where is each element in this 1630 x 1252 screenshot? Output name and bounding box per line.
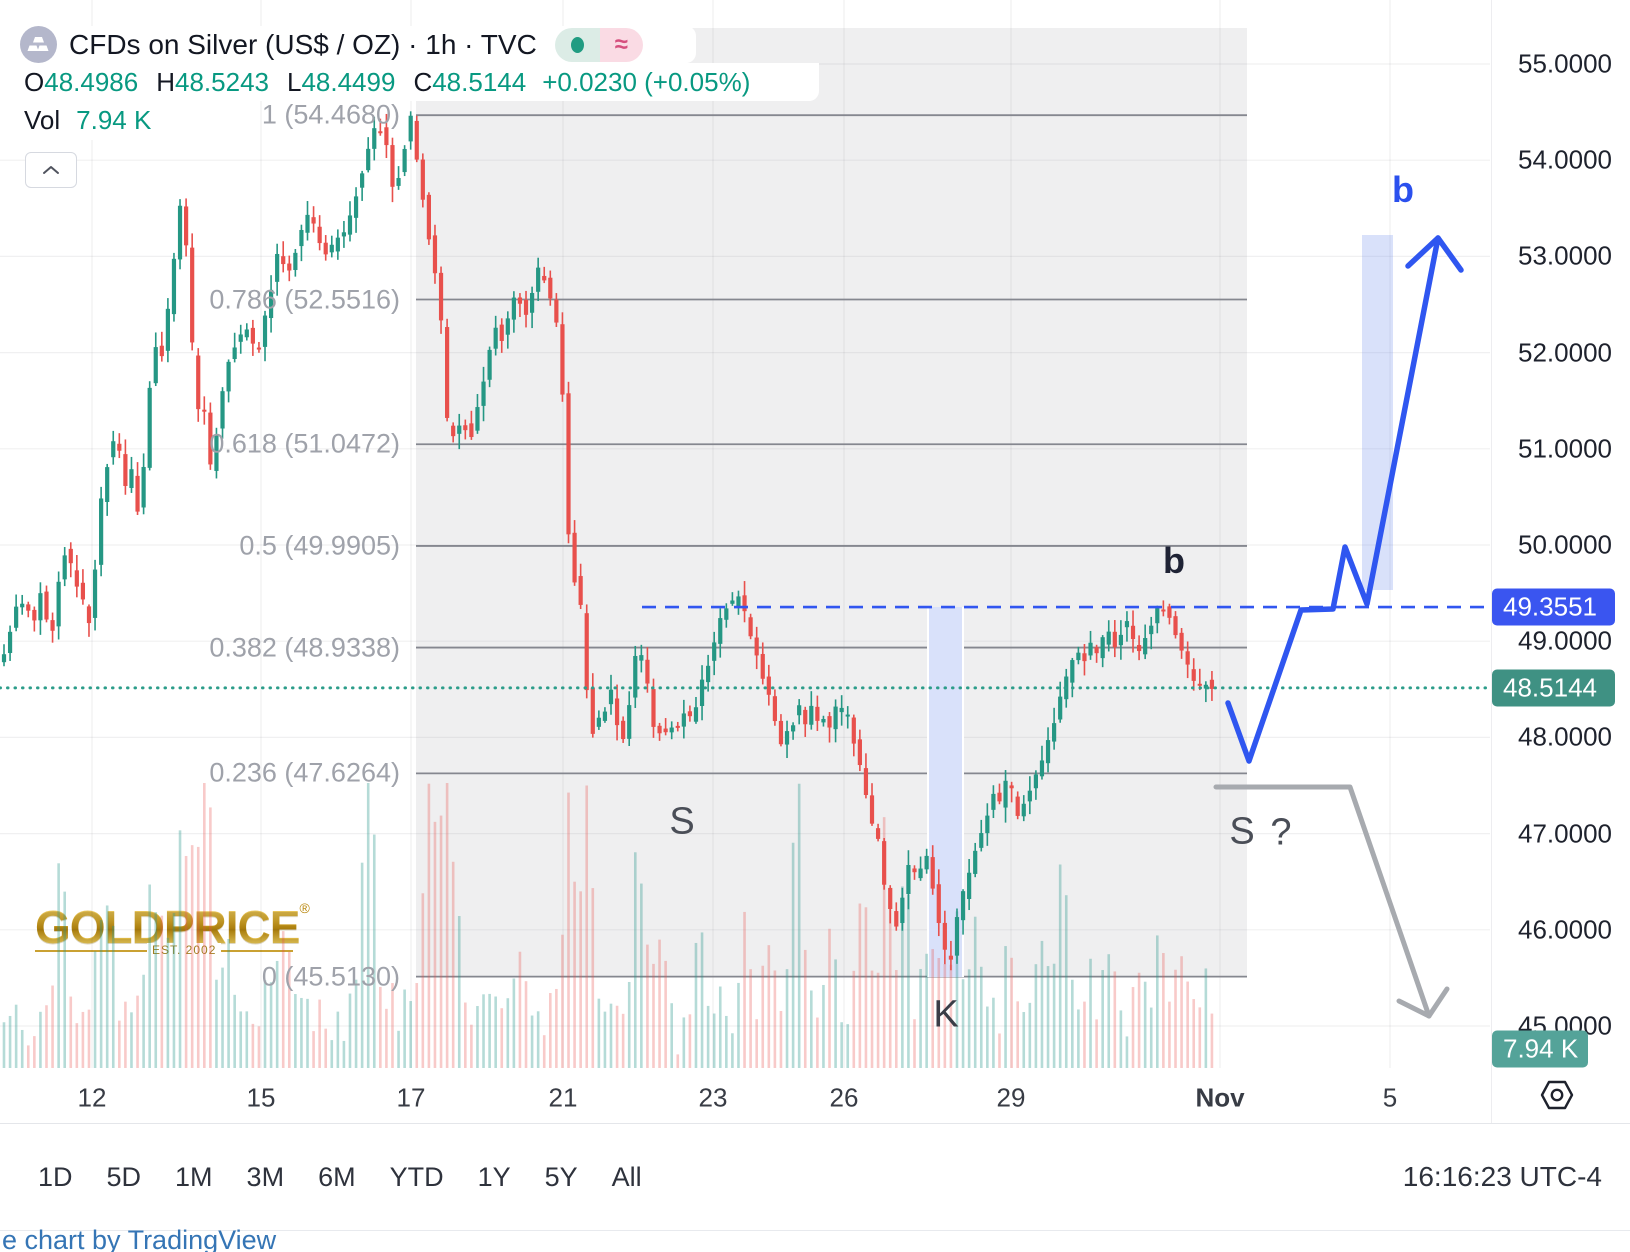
price-tick-53.0000: 53.0000 [1518,240,1612,271]
ohlc-legend: O 48.4986 H 48.5243 L 48.4499 C 48.5144 +0.0… [0,63,819,101]
fib-label-0.382: 0.382 (48.9338) [209,632,400,663]
date-tick-17: 17 [396,1082,426,1113]
price-tick-51.0000: 51.0000 [1518,433,1612,464]
date-tick-29: 29 [996,1082,1026,1113]
symbol-title[interactable]: CFDs on Silver (US$ / OZ) · 1h · TVC [69,28,537,60]
approx-data-pill[interactable]: ≈ [599,27,643,62]
date-tick-5: 5 [1382,1082,1398,1113]
market-status-pill[interactable] [554,27,600,62]
fib-label-0.236: 0.236 (47.6264) [209,757,400,788]
goldprice-est-text: EST. 2002 [147,943,222,957]
price-tick-55.0000: 55.0000 [1518,48,1612,79]
symbol-legend[interactable]: CFDs on Silver (US$ / OZ) · 1h · TVC ≈ [10,26,696,63]
date-tick-26: 26 [829,1082,859,1113]
axis-settings-button[interactable] [1538,1077,1576,1118]
open-label: O [24,66,45,97]
high-value: 48.5243 [175,66,269,97]
price-tick-47.0000: 47.0000 [1518,818,1612,849]
date-tick-21: 21 [548,1082,578,1113]
open-value: 48.4986 [44,66,139,97]
range-button-6m[interactable]: 6M [318,1161,356,1192]
range-button-5y[interactable]: 5Y [544,1161,578,1192]
label-s-right: S [1229,810,1255,853]
range-button-all[interactable]: All [611,1161,642,1192]
close-label: C [413,66,433,97]
hexagon-gear-icon [1540,1080,1574,1110]
registered-mark: ® [299,900,310,916]
chevron-up-icon [43,166,59,174]
fib-label-0.618: 0.618 (51.0472) [209,428,400,459]
price-tick-46.0000: 46.0000 [1518,914,1612,945]
goldprice-underline: EST. 2002 [35,943,293,957]
low-label: L [286,66,302,97]
price-tick-54.0000: 54.0000 [1518,144,1612,175]
attribution-bar: e chart by TradingView [2,1225,1630,1252]
label-s-left: S [669,800,695,843]
label-b-top: b [1163,540,1185,581]
price-tick-49.0000: 49.0000 [1518,625,1612,656]
price-tick-52.0000: 52.0000 [1518,337,1612,368]
clock[interactable]: 16:16:23 UTC-4 [1402,1161,1602,1192]
date-tick-23: 23 [698,1082,728,1113]
label-b-projection: b [1392,169,1414,210]
range-button-1y[interactable]: 1Y [477,1161,511,1192]
label-question: ? [1270,811,1292,854]
range-button-1m[interactable]: 1M [175,1161,213,1192]
range-button-5d[interactable]: 5D [106,1161,142,1192]
price-axis[interactable]: 55.0000 54.0000 53.0000 52.0000 51.0000 50.00… [1492,0,1630,1068]
goldprice-watermark: GOLDPRICE® EST. 2002 [35,900,310,957]
fib-label-0: 0 (45.5130) [261,961,400,992]
volume-value: 7.94 K [76,105,152,135]
price-tick-48.0000: 48.0000 [1518,721,1612,752]
label-k: K [933,993,959,1036]
fib-label-0.5: 0.5 (49.9905) [239,530,400,561]
alert-price-badge[interactable]: 49.3551 [1492,588,1615,626]
silver-bullion-icon [20,26,57,63]
date-tick-Nov: Nov [1195,1082,1245,1113]
date-tick-12: 12 [77,1082,107,1113]
range-buttons: 1D 5D 1M 3M 6M YTD 1Y 5Y All [38,1124,642,1230]
approx-icon: ≈ [614,30,628,58]
range-button-1d[interactable]: 1D [38,1161,73,1192]
last-price-badge[interactable]: 48.5144 [1492,669,1615,707]
collapse-legend-button[interactable] [25,152,77,188]
price-tick-50.0000: 50.0000 [1518,529,1612,560]
volume-label: Vol [24,105,61,135]
volume-legend: Vol 7.94 K [0,101,209,140]
date-tick-15: 15 [246,1082,276,1113]
high-label: H [156,66,175,97]
indicator-pills: ≈ [554,27,643,62]
bottom-toolbar: 1D 5D 1M 3M 6M YTD 1Y 5Y All 16:16:23 UTC-4 [0,1123,1630,1231]
tradingview-link[interactable]: e chart by TradingView [2,1225,277,1252]
range-button-ytd[interactable]: YTD [389,1161,444,1192]
low-value: 48.4499 [301,66,396,97]
change-value: +0.0230 (+0.05%) [542,66,751,97]
fib-label-1: 1 (54.4680) [261,99,400,130]
market-status-dot-icon [570,36,584,53]
price-axis-separator [1491,0,1492,1123]
close-value: 48.5144 [432,66,527,97]
fib-label-0.786: 0.786 (52.5516) [209,284,400,315]
range-button-3m[interactable]: 3M [246,1161,285,1192]
volume-badge[interactable]: 7.94 K [1492,1030,1588,1068]
